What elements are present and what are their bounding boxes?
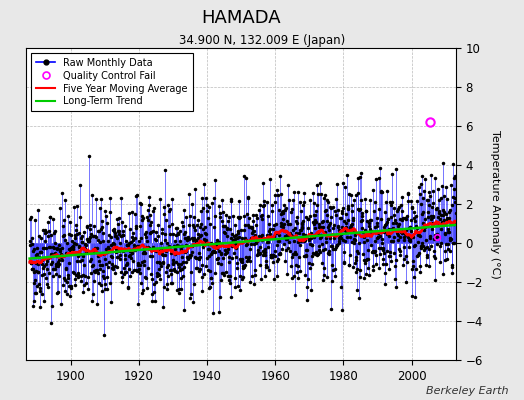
- Title: HAMADA: HAMADA: [201, 9, 281, 27]
- Text: 34.900 N, 132.009 E (Japan): 34.900 N, 132.009 E (Japan): [179, 34, 345, 47]
- Legend: Raw Monthly Data, Quality Control Fail, Five Year Moving Average, Long-Term Tren: Raw Monthly Data, Quality Control Fail, …: [31, 53, 192, 111]
- Y-axis label: Temperature Anomaly (°C): Temperature Anomaly (°C): [489, 130, 500, 278]
- Text: Berkeley Earth: Berkeley Earth: [426, 386, 508, 396]
